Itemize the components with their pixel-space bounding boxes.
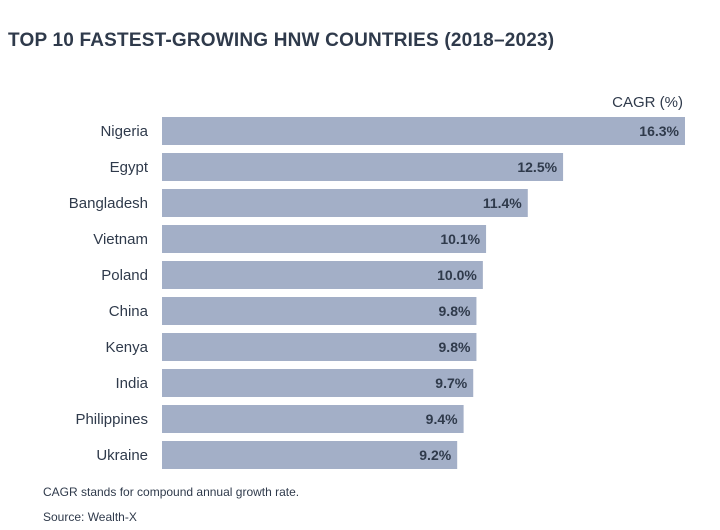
bar bbox=[162, 153, 564, 181]
category-label: Nigeria bbox=[100, 123, 148, 140]
data-label: 10.0% bbox=[437, 267, 477, 283]
bar-chart: CAGR (%) Nigeria 16.3% Egypt 12.5% Banglades… bbox=[69, 94, 685, 469]
data-label: 9.2% bbox=[419, 447, 451, 463]
footnote: CAGR stands for compound annual growth r… bbox=[43, 485, 300, 499]
category-label: Ukraine bbox=[96, 447, 148, 464]
data-label: 9.8% bbox=[439, 339, 471, 355]
data-label: 9.8% bbox=[439, 303, 471, 319]
data-label: 9.4% bbox=[426, 411, 458, 427]
bar bbox=[162, 441, 458, 469]
bar bbox=[162, 117, 685, 145]
category-label: Vietnam bbox=[93, 231, 148, 248]
category-label: Bangladesh bbox=[69, 195, 148, 212]
bar bbox=[162, 189, 528, 217]
data-label: 11.4% bbox=[483, 195, 522, 211]
bar bbox=[162, 369, 474, 397]
category-label: China bbox=[109, 303, 149, 320]
data-label: 9.7% bbox=[435, 375, 467, 391]
bar bbox=[162, 405, 464, 433]
category-label: Kenya bbox=[105, 339, 148, 356]
value-axis-header: CAGR (%) bbox=[612, 94, 683, 111]
data-label: 16.3% bbox=[639, 123, 679, 139]
category-label: Egypt bbox=[110, 159, 149, 176]
bar bbox=[162, 225, 487, 253]
bar bbox=[162, 333, 477, 361]
data-label: 12.5% bbox=[517, 159, 557, 175]
category-label: Poland bbox=[101, 267, 148, 284]
category-label: Philippines bbox=[75, 411, 148, 428]
chart-title: TOP 10 FASTEST-GROWING HNW COUNTRIES (20… bbox=[8, 30, 555, 51]
bars-layer: Nigeria 16.3% Egypt 12.5% Bangladesh 11.4% Vie… bbox=[69, 117, 685, 469]
data-label: 10.1% bbox=[440, 231, 480, 247]
bar bbox=[162, 297, 477, 325]
source-note: Source: Wealth-X bbox=[43, 510, 137, 524]
category-label: India bbox=[115, 375, 148, 392]
bar bbox=[162, 261, 483, 289]
